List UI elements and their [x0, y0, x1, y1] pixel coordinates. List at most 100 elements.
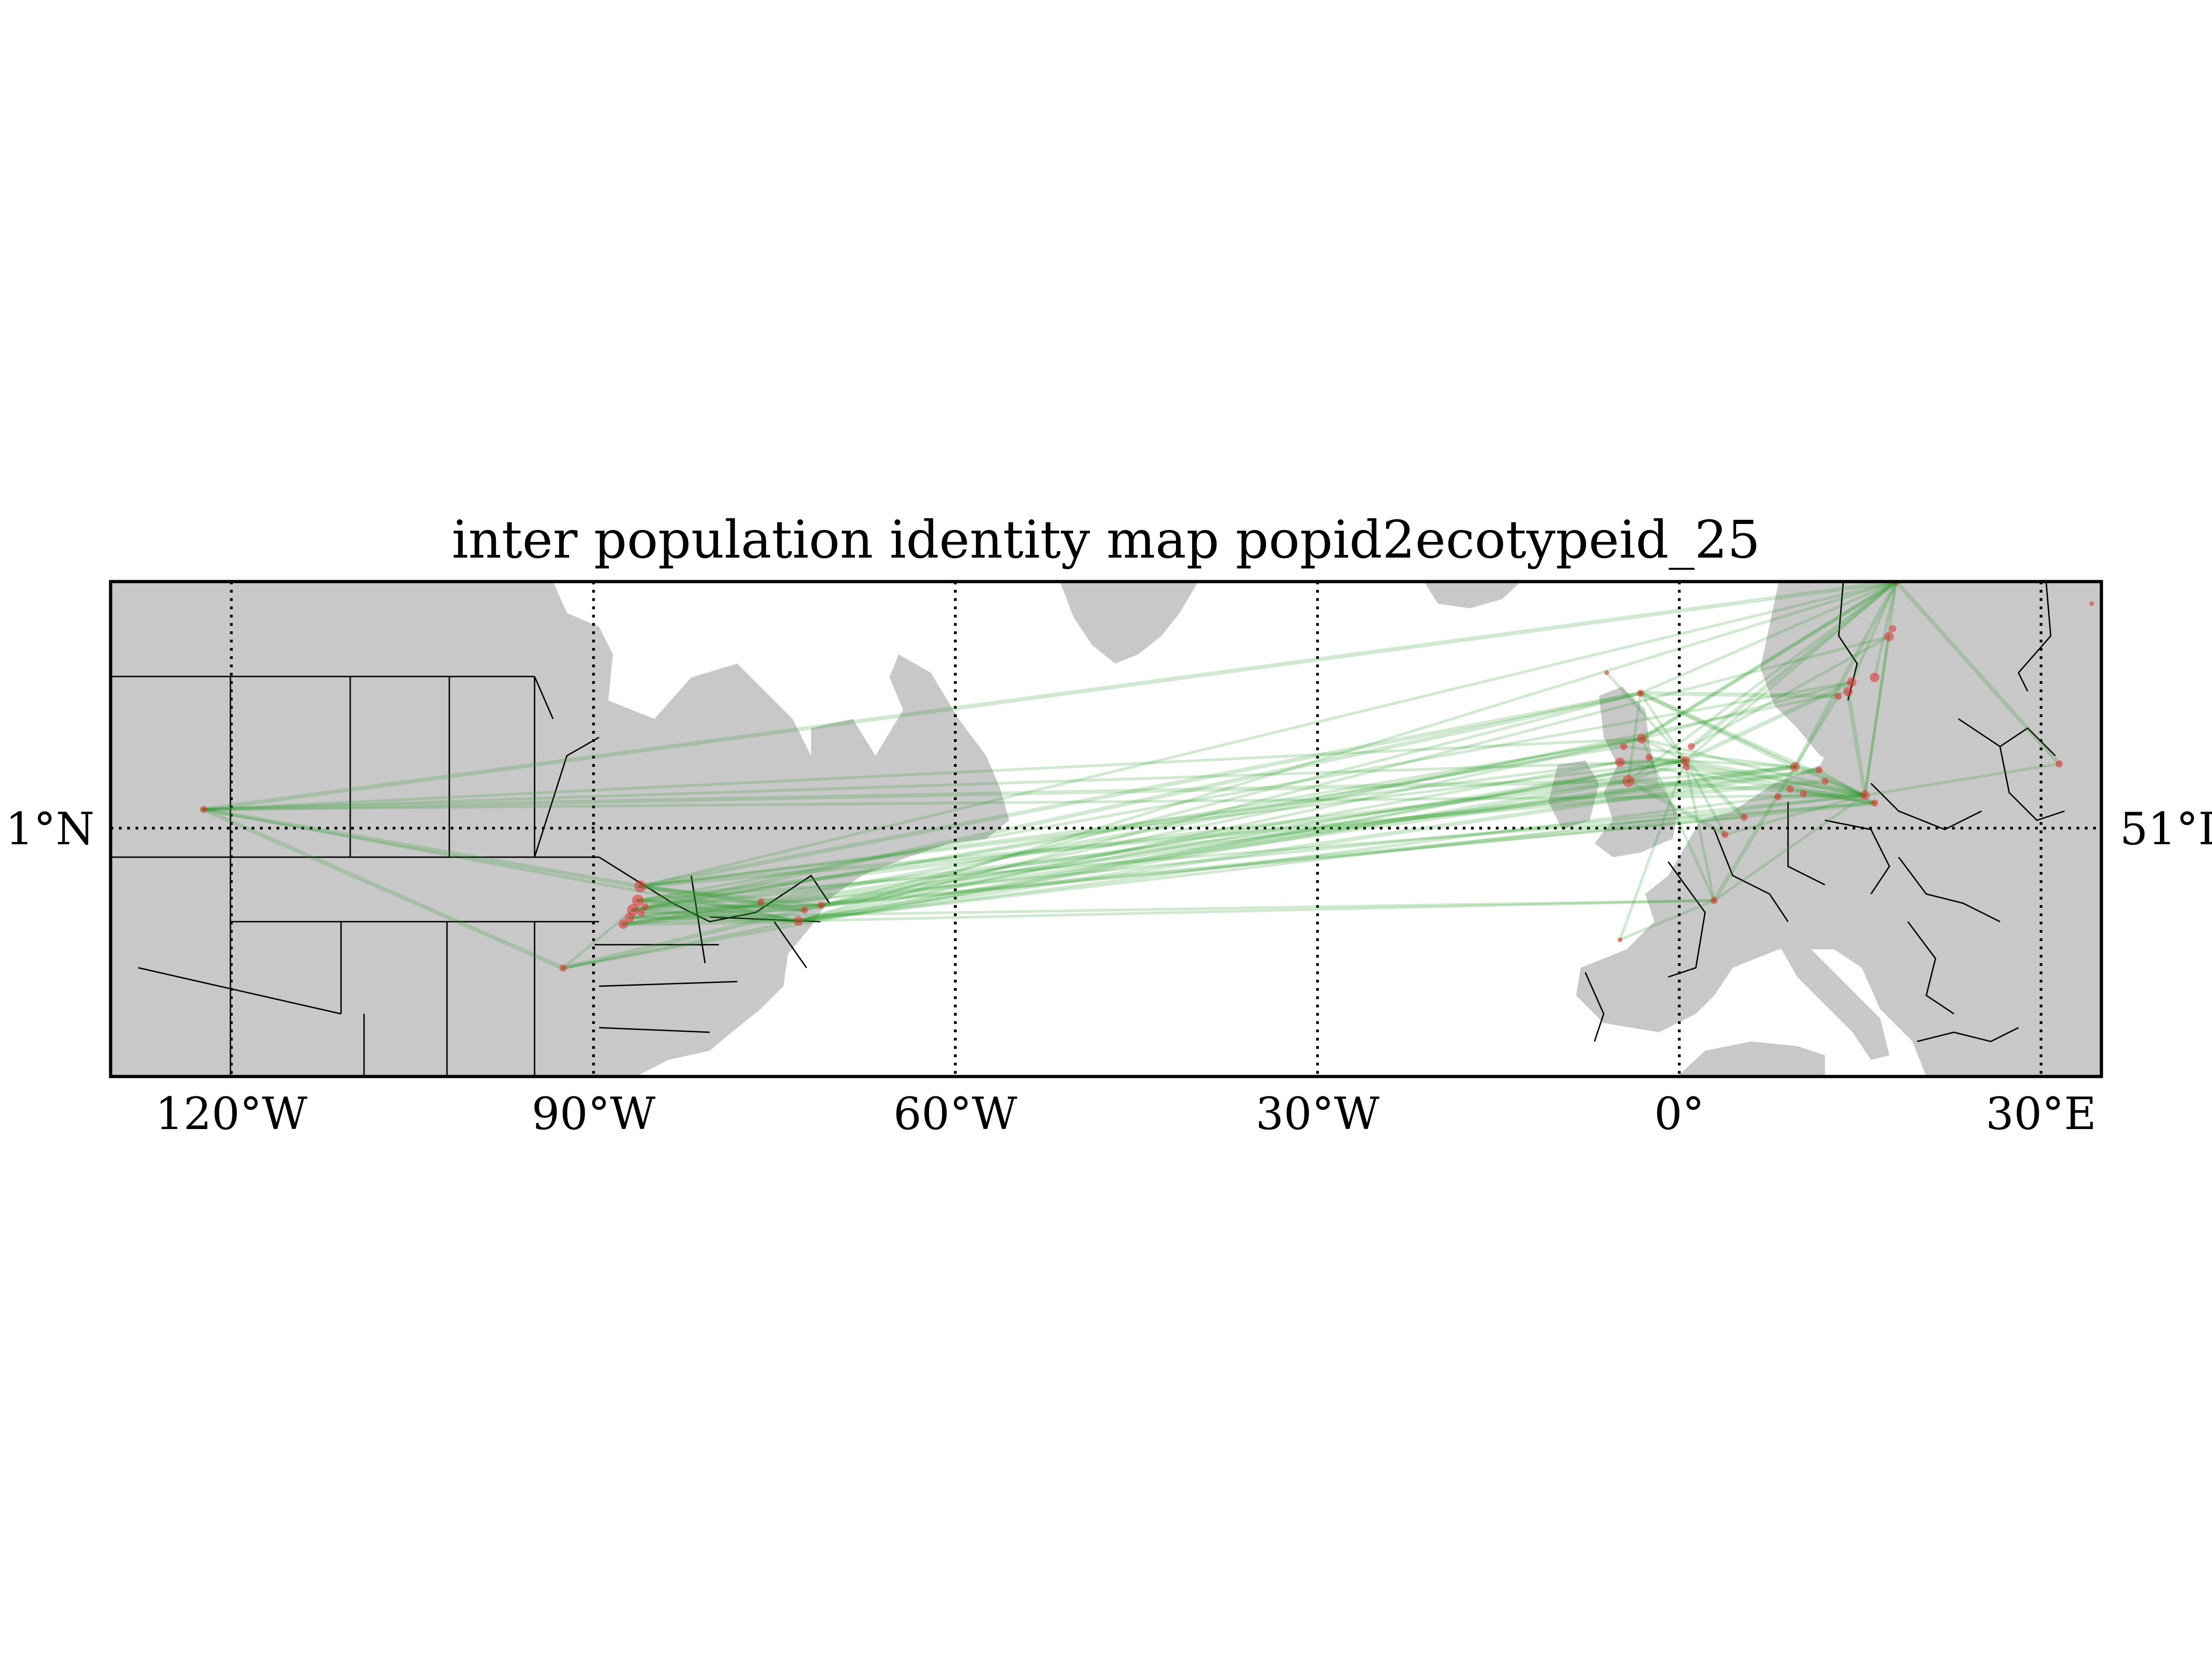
- connection-line: [635, 898, 800, 923]
- population-site-point: [1620, 743, 1627, 750]
- connection-line: [1863, 582, 1898, 797]
- connection-line: [1640, 737, 1687, 762]
- connection-line: [1638, 691, 1867, 798]
- connection-line: [1640, 681, 1853, 740]
- connection-line: [1794, 694, 1840, 769]
- connection-line: [201, 807, 565, 971]
- connection-line: [561, 908, 635, 970]
- connection-line: [1640, 737, 1716, 902]
- north-africa-landmass: [1677, 1041, 1825, 1077]
- connection-line: [1846, 689, 1867, 798]
- population-site-point: [1843, 687, 1853, 697]
- x-axis-tick-labels: 120°W 90°W 60°W 30°W 0° 30°E: [155, 1088, 2096, 1140]
- italy-landmass: [1779, 935, 1889, 1060]
- population-sites: [200, 582, 2094, 972]
- connection-line: [635, 779, 1631, 903]
- connection-line: [639, 885, 800, 923]
- population-site-point: [1604, 670, 1609, 676]
- connection-line: [639, 885, 763, 904]
- population-site-point: [1835, 693, 1842, 700]
- greenland-landmass: [1060, 582, 1198, 664]
- y-tick-left: 1°N: [6, 803, 94, 855]
- connection-line: [201, 779, 1631, 812]
- connection-line: [1627, 582, 1898, 782]
- population-site-point: [1847, 677, 1857, 687]
- x-tick-120w: 120°W: [155, 1088, 307, 1140]
- graticule: [111, 582, 2101, 1077]
- population-site-point: [1884, 631, 1894, 641]
- population-site-point: [1790, 762, 1800, 772]
- connection-line: [1627, 692, 1642, 782]
- connection-line: [819, 765, 1797, 907]
- connection-line: [638, 779, 1827, 888]
- connection-line: [636, 681, 1853, 902]
- population-site-point: [1645, 754, 1653, 761]
- connection-line: [1850, 582, 1898, 684]
- connection-line: [1627, 759, 1687, 782]
- population-site-point: [1741, 813, 1748, 821]
- connection-line: [636, 899, 806, 912]
- connection-line: [643, 904, 823, 908]
- connection-line: [1640, 737, 1866, 797]
- connection-line: [628, 899, 1716, 919]
- connection-line: [638, 884, 806, 912]
- connection-line: [201, 582, 1899, 812]
- population-site-point: [618, 919, 629, 929]
- population-site-point: [1622, 775, 1635, 787]
- scandinavia-landmass: [1760, 582, 1880, 765]
- connection-line: [797, 794, 1866, 923]
- population-site-point: [1860, 790, 1870, 800]
- connection-line: [1712, 794, 1866, 902]
- connection-line: [636, 899, 763, 904]
- connection-line: [1894, 582, 2061, 766]
- connection-line: [1618, 759, 1688, 765]
- connection-line: [631, 768, 1821, 912]
- connection-line: [640, 908, 806, 915]
- connection-line: [561, 759, 1687, 970]
- connection-line: [1626, 779, 1727, 837]
- connection-line: [639, 885, 823, 907]
- connection-line: [202, 759, 1687, 811]
- connection-line: [202, 737, 1643, 811]
- connection-line: [621, 903, 824, 926]
- population-site-point: [1889, 625, 1896, 633]
- map-area: [111, 582, 2101, 1077]
- map-title: inter population identity map popid2ecot…: [452, 510, 1760, 570]
- connection-line: [797, 899, 1716, 923]
- connection-line: [796, 768, 1821, 923]
- connection-line: [820, 690, 1850, 907]
- connection-line: [202, 808, 800, 923]
- connection-line: [1863, 762, 2061, 797]
- connection-line: [1638, 691, 1841, 699]
- connection-line: [1622, 745, 1821, 772]
- connection-line: [639, 759, 1687, 888]
- connection-line: [1802, 792, 1876, 805]
- connection-line: [1683, 759, 1747, 819]
- connection-line: [1618, 899, 1716, 941]
- connection-line: [797, 737, 1643, 923]
- population-site-point: [794, 916, 803, 926]
- connection-line: [796, 779, 1631, 923]
- connection-line: [797, 759, 1687, 923]
- connection-line: [1793, 582, 1899, 769]
- population-site-point: [800, 906, 808, 914]
- population-site-point: [1821, 777, 1829, 785]
- population-site-point: [1871, 799, 1878, 807]
- population-site-point: [2089, 601, 2094, 606]
- population-site-point: [559, 964, 567, 972]
- population-site-point: [1710, 897, 1718, 904]
- population-site-point: [818, 901, 825, 909]
- x-tick-30w: 30°W: [1256, 1088, 1380, 1140]
- connection-line: [1794, 765, 1866, 797]
- x-tick-30e: 30°E: [1986, 1088, 2096, 1140]
- connection-line: [621, 919, 800, 926]
- connection-lines: [201, 582, 2061, 971]
- population-site-point: [200, 806, 207, 813]
- connection-line: [1626, 779, 1867, 798]
- connection-line: [202, 794, 1866, 811]
- population-site-point: [1680, 756, 1690, 766]
- connection-line: [1640, 582, 1899, 741]
- connection-line: [803, 759, 1687, 912]
- connection-line: [797, 635, 1891, 923]
